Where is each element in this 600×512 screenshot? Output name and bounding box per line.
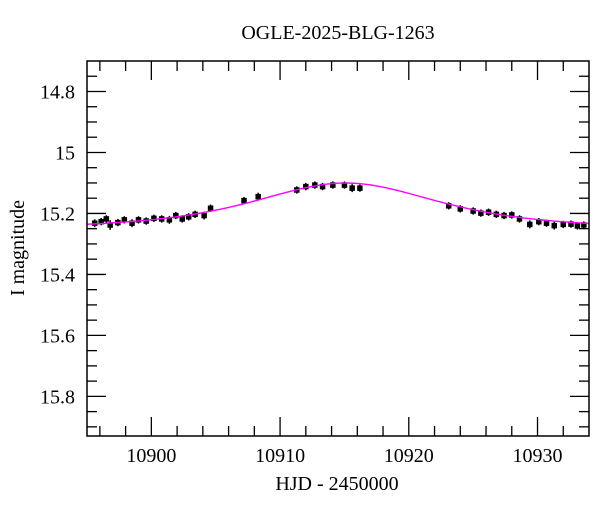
data-point	[241, 197, 247, 204]
y-tick-label: 15.8	[40, 386, 75, 408]
data-point	[341, 182, 348, 188]
data-point	[581, 222, 587, 228]
x-tick-label: 10900	[126, 445, 176, 467]
data-point	[166, 217, 173, 223]
data-point	[551, 222, 557, 229]
data-point	[173, 212, 179, 219]
data-point	[457, 206, 464, 212]
data-point	[319, 183, 326, 190]
data-point	[543, 220, 550, 226]
data-point	[255, 193, 261, 200]
data-point	[516, 216, 523, 222]
y-tick-label: 15.2	[40, 203, 75, 225]
data-point	[568, 221, 574, 227]
chart-title: OGLE-2025-BLG-1263	[241, 22, 434, 44]
data-point	[179, 216, 186, 222]
data-point	[129, 220, 135, 226]
x-tick-label: 10920	[384, 445, 434, 467]
data-point	[207, 205, 214, 212]
data-point	[509, 212, 515, 218]
y-tick-label: 15	[55, 142, 75, 164]
data-point	[151, 215, 157, 222]
y-tick-label: 14.8	[40, 81, 75, 103]
data-point	[527, 221, 533, 228]
data-point	[357, 185, 363, 191]
y-axis-label: I magnitude	[7, 200, 29, 296]
data-point	[201, 212, 207, 219]
x-tick-label: 10910	[255, 445, 305, 467]
data-point	[135, 217, 142, 223]
data-point	[574, 223, 581, 229]
data-point	[330, 182, 336, 188]
plot-frame	[86, 60, 590, 437]
data-point	[478, 210, 484, 216]
y-tick-label: 15.4	[40, 264, 75, 286]
x-axis-label: HJD - 2450000	[275, 473, 398, 495]
data-point	[103, 216, 110, 222]
data-point	[349, 185, 355, 191]
data-point	[470, 208, 476, 214]
data-point	[560, 221, 567, 228]
model-curve	[86, 182, 590, 225]
data-point	[536, 218, 542, 225]
data-point	[312, 182, 318, 188]
data-point	[121, 217, 128, 223]
data-point	[445, 203, 452, 209]
y-tick-label: 15.6	[40, 325, 75, 347]
data-point	[185, 214, 192, 220]
plot-marks: 10900 10910 10920 10930 14.8 15 15.2 15.4 15.6 15…	[40, 61, 590, 467]
x-tick-label: 10930	[513, 445, 563, 467]
data-point	[98, 218, 104, 225]
data-point	[143, 218, 149, 224]
data-point	[107, 222, 113, 228]
data-point	[303, 183, 309, 190]
